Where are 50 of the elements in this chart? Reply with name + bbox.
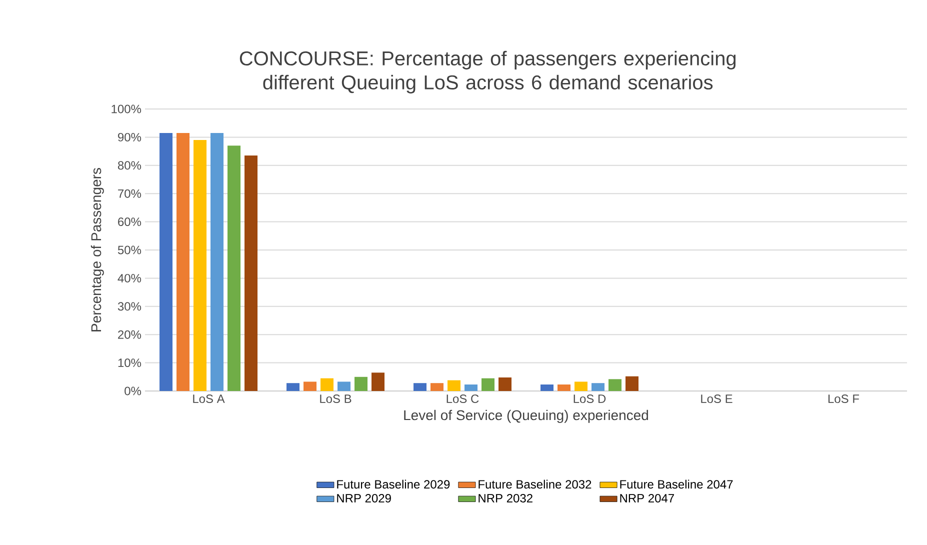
bar (448, 380, 460, 391)
y-tick-label: 0% (124, 386, 142, 396)
legend-label: Future Baseline 2032 (478, 480, 592, 489)
bar (498, 377, 512, 391)
legend-label: NRP 2029 (337, 494, 391, 502)
legend-label: NRP 2047 (620, 494, 674, 502)
bar (626, 376, 638, 391)
bar (354, 376, 368, 391)
bar (286, 383, 300, 391)
bar (482, 378, 494, 391)
x-tick-label: LoS A (193, 394, 225, 404)
bar (194, 140, 207, 391)
bar (160, 132, 173, 391)
y-tick-label: 90% (118, 132, 142, 142)
chart-title: CONCOURSE: Percentage of passengers experiencing different Queuing LoS across 6 demand scenarios (240, 50, 736, 94)
bar (608, 379, 622, 391)
bar (210, 132, 224, 391)
x-axis-title: Level of Service (Queuing) experienced (404, 410, 648, 423)
y-tick-label: 10% (118, 358, 142, 368)
bar (414, 383, 427, 391)
bar (540, 384, 554, 391)
y-tick-label: 20% (118, 330, 142, 339)
y-axis-title: Percentage of Passengers (90, 168, 104, 332)
x-tick-label: LoS D (574, 394, 606, 404)
x-tick-label: LoS C (446, 394, 479, 404)
legend-label: Future Baseline 2029 (337, 480, 450, 489)
bar (320, 378, 334, 391)
x-tick-label: LoS E (701, 394, 732, 404)
bar (304, 382, 317, 391)
y-tick-label: 60% (118, 218, 142, 226)
bar (176, 132, 190, 391)
bar (244, 156, 258, 391)
bar (558, 384, 570, 391)
y-tick-label: 80% (118, 161, 142, 170)
bar (372, 372, 385, 391)
y-tick-label: 70% (118, 189, 142, 198)
y-tick-label: 100% (112, 104, 142, 114)
y-tick-label: 40% (118, 274, 142, 282)
bar (338, 382, 350, 391)
bar (464, 384, 478, 391)
x-tick-label: LoS B (320, 394, 352, 404)
bar (228, 146, 241, 391)
bar (592, 383, 604, 391)
bar (574, 382, 588, 391)
legend-label: Future Baseline 2047 (620, 480, 733, 489)
legend-label: NRP 2032 (478, 494, 532, 502)
y-tick-label: 30% (118, 302, 142, 311)
x-tick-label: LoS F (828, 394, 860, 404)
bar (430, 383, 444, 391)
y-tick-label: 50% (118, 246, 142, 254)
